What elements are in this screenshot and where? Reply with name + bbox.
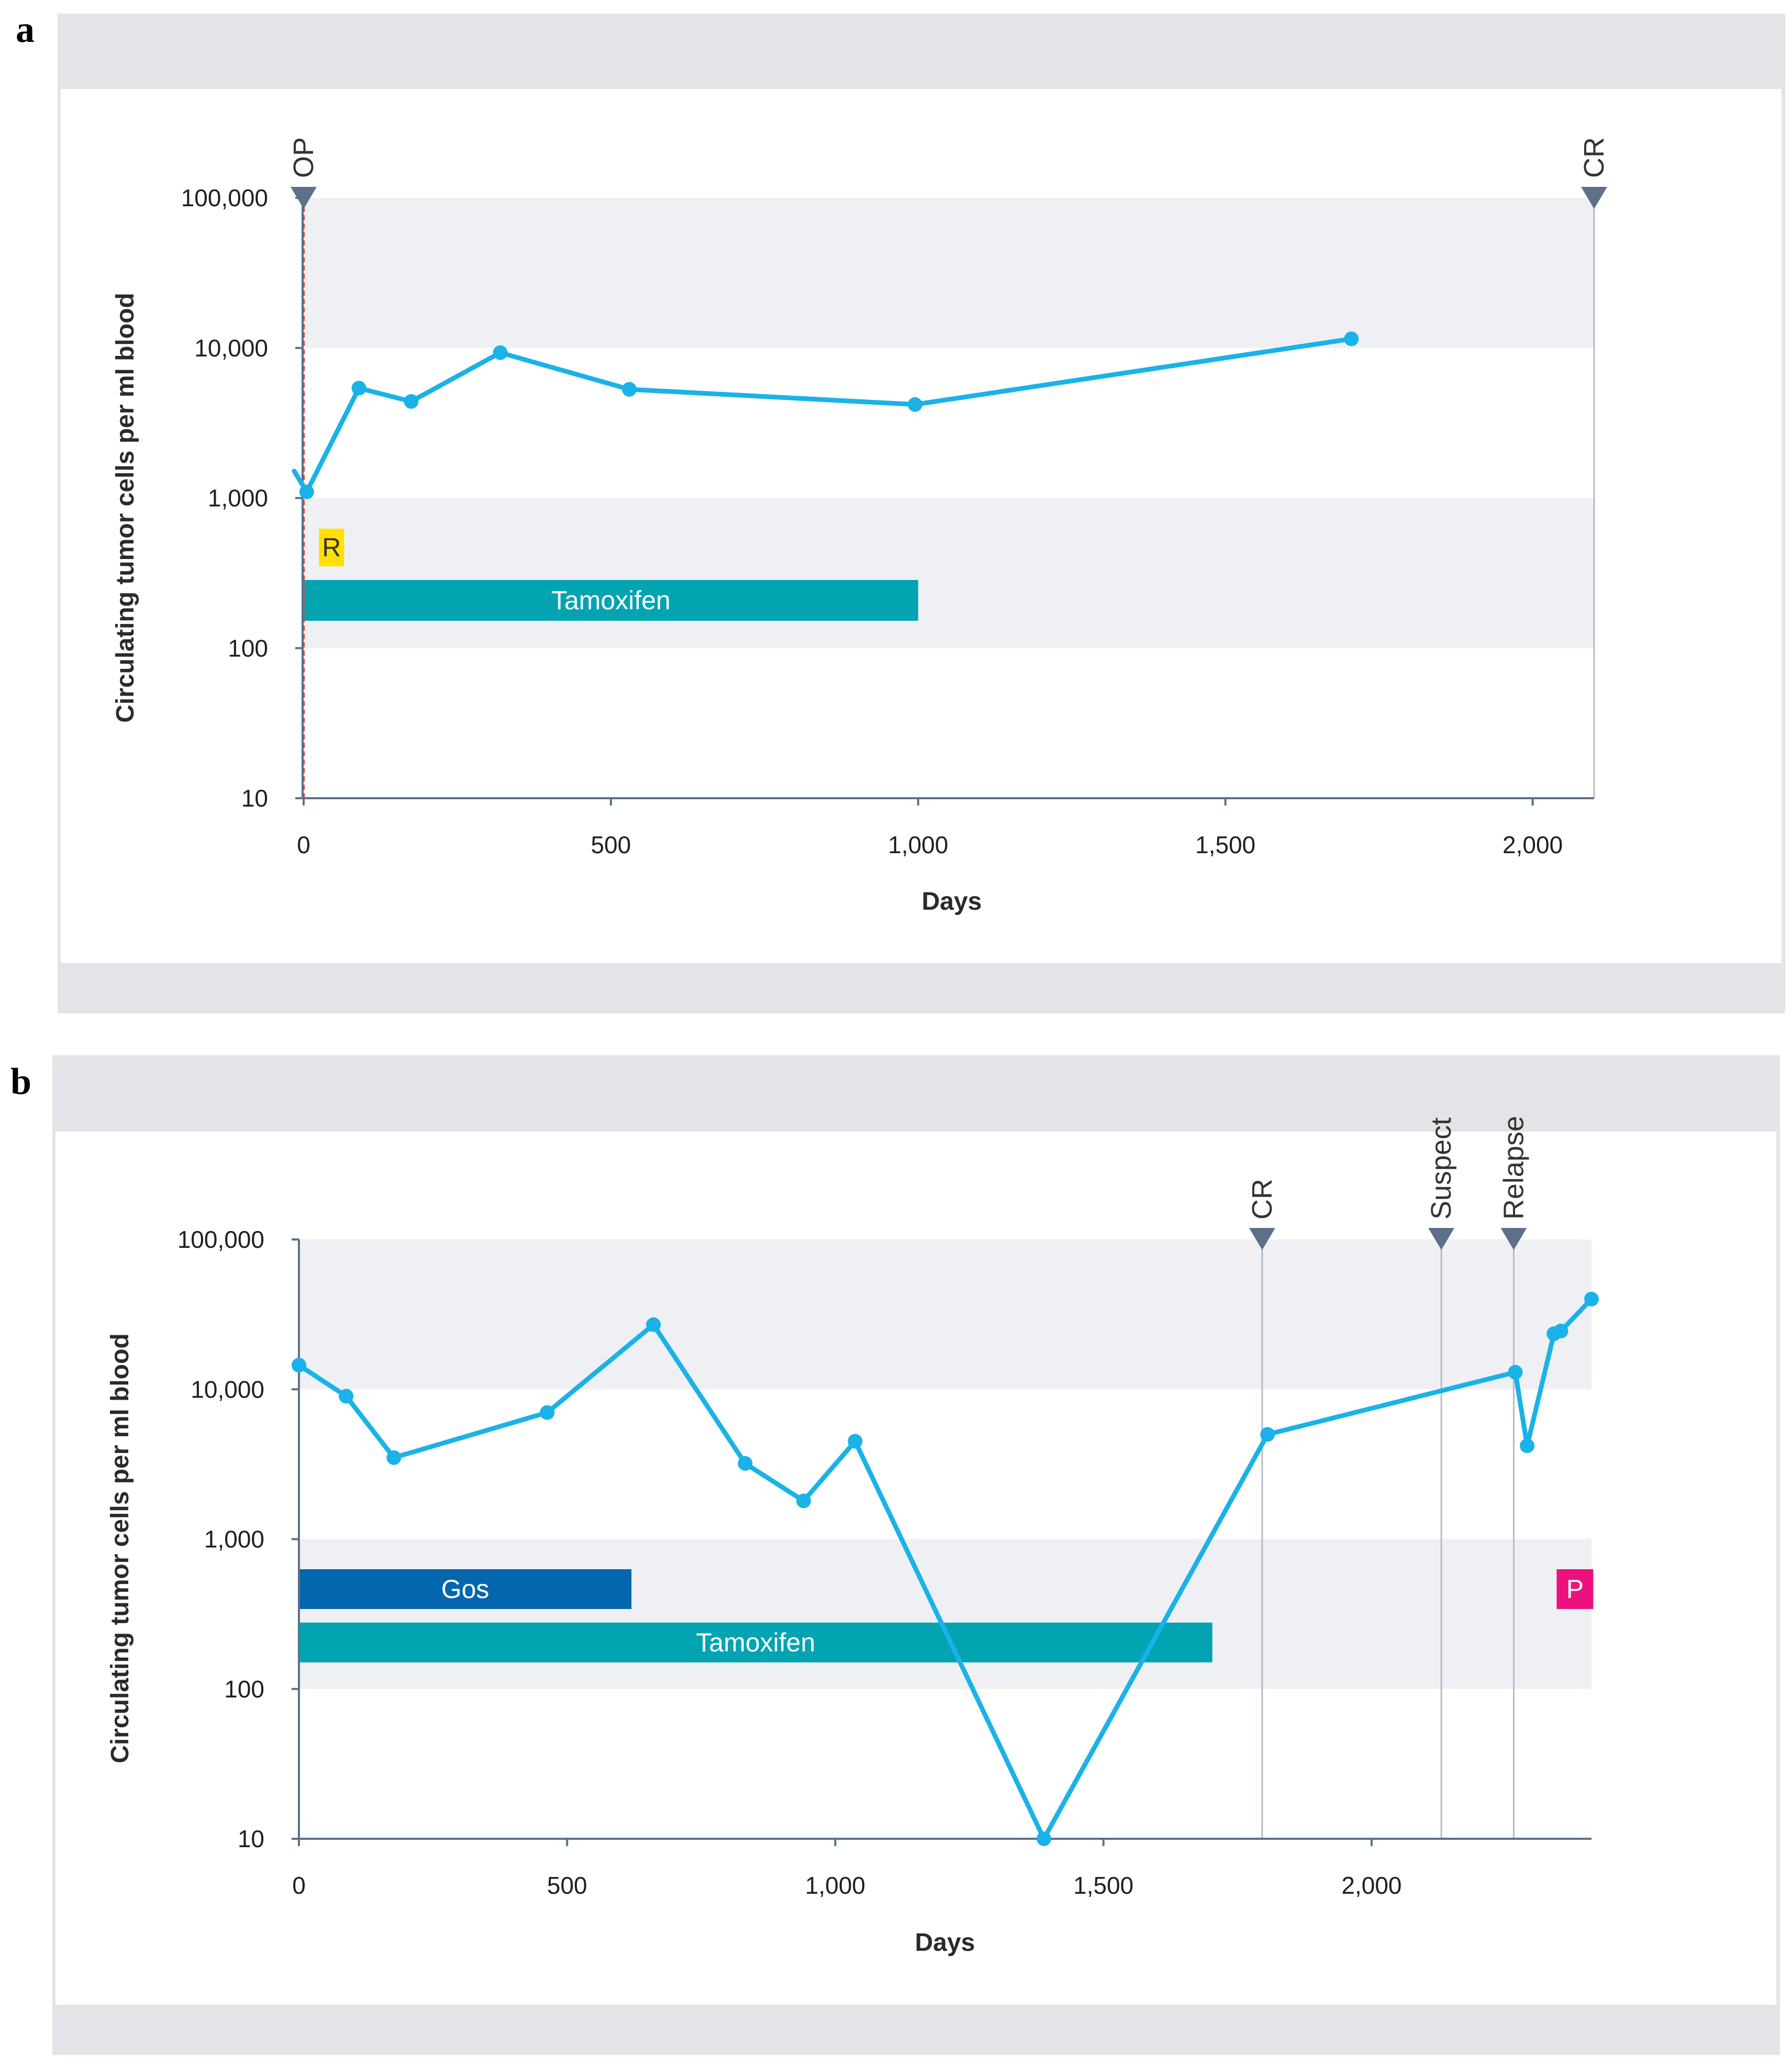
panel-a-x-axis-title: Days <box>922 888 982 915</box>
panel-b-data-point <box>1508 1365 1523 1380</box>
panel-b-tag-box-p <box>1556 1569 1594 1609</box>
panel-a-data-point <box>622 382 637 397</box>
panel-b-y-tick-label: 100 <box>224 1675 264 1703</box>
panel-a-tag-box-r <box>319 529 344 566</box>
panel-b-events: CR Suspect Relapse <box>1246 1116 1529 1839</box>
panel-b-tag-label-p: P <box>1566 1574 1584 1604</box>
panel-b-y-tick-label: 100,000 <box>177 1226 264 1253</box>
panel-b-y-tick-label: 10,000 <box>191 1376 264 1403</box>
panel-b-y-tick-label: 1,000 <box>204 1526 264 1553</box>
panel-b-x-tick-label: 1,000 <box>805 1872 865 1899</box>
panel-b-x-tick-label: 1,500 <box>1073 1872 1133 1899</box>
panel-a-series <box>292 331 1359 499</box>
panel-b: b Gos Tamoxifen CR Suspect Relapse 10 100 1,0… <box>10 1055 1780 2055</box>
panel-b-therapy-label-tamoxifen: Tamoxifen <box>696 1628 815 1657</box>
panel-a-x-tick-label: 1,000 <box>888 831 948 858</box>
panel-b-band <box>299 1539 1591 1689</box>
panel-a-data-point <box>299 484 314 499</box>
panel-a-y-tick-label: 10,000 <box>194 334 268 362</box>
panel-b-therapy-bar-tamoxifen <box>299 1623 1212 1662</box>
panel-a-therapy-label-tamoxifen: Tamoxifen <box>551 586 671 615</box>
panel-b-event-marker-icon <box>1428 1228 1455 1250</box>
panel-b-x-tick-label: 2,000 <box>1341 1872 1401 1899</box>
panel-b-tags: P <box>1556 1569 1594 1609</box>
panel-a-therapies: Tamoxifen <box>304 580 918 621</box>
panel-a-x-tick-label: 1,500 <box>1195 831 1255 858</box>
panel-a: a Tamoxifen OP CR 10 100 1,000 10,000 100,000… <box>16 8 1785 1013</box>
panel-a-data-point <box>493 345 508 360</box>
panel-b-x-tick-label: 0 <box>292 1872 306 1899</box>
panel-a-data-point <box>907 397 922 412</box>
panel-b-therapy-bar-gos <box>299 1569 632 1609</box>
panel-a-event-label-op: OP <box>288 137 319 178</box>
panel-b-x-tick-label: 500 <box>547 1872 587 1899</box>
panel-a-x-tick-label: 2,000 <box>1502 831 1563 858</box>
panel-b-data-point <box>292 1358 306 1373</box>
panel-a-y-axis-title: Circulating tumor cells per ml blood <box>112 293 139 722</box>
panel-a-data-point <box>404 394 419 409</box>
panel-a-y-tick-label: 10 <box>241 785 268 812</box>
panel-a-y-tick-label: 1,000 <box>208 485 268 512</box>
panel-a-tags: R <box>319 529 344 566</box>
panel-a-tag-label-r: R <box>322 533 341 562</box>
panel-a-data-point <box>1344 331 1359 347</box>
panel-a-x-tick-label: 0 <box>297 831 310 858</box>
panel-b-label: b <box>10 1060 31 1102</box>
panel-b-data-point <box>1260 1427 1275 1442</box>
panel-b-data-point <box>1553 1323 1568 1338</box>
panel-a-y-tick-label: 100,000 <box>181 184 268 211</box>
panel-b-event-label-relapse: Relapse <box>1498 1116 1529 1220</box>
panel-b-data-point <box>738 1456 753 1471</box>
panel-b-data-point <box>1584 1291 1599 1306</box>
panel-a-label: a <box>16 8 35 50</box>
panel-b-bands <box>299 1239 1591 1689</box>
panel-a-event-marker-icon <box>1581 187 1607 209</box>
panel-a-axes: 10 100 1,000 10,000 100,000 0 500 1,000 1,500 2,0… <box>181 184 1594 858</box>
panel-a-series-lead-in <box>292 468 306 489</box>
panel-a-band <box>303 498 1594 649</box>
panel-b-data-point <box>796 1493 811 1509</box>
panel-b-event-marker-icon <box>1500 1228 1527 1250</box>
panel-b-data-point <box>848 1434 863 1449</box>
panel-b-data-point <box>646 1317 661 1332</box>
panel-b-event-label-cr: CR <box>1246 1179 1278 1220</box>
panel-a-data-point <box>351 381 366 396</box>
panel-b-data-point <box>1520 1438 1535 1454</box>
panel-b-axes: 10 100 1,000 10,000 100,000 0 500 1,000 1,500 2,0… <box>177 1226 1591 1899</box>
panel-a-event-label-cr: CR <box>1578 137 1610 178</box>
panel-a-x-tick-label: 500 <box>591 831 631 858</box>
panel-b-band <box>299 1239 1591 1390</box>
panel-b-y-tick-label: 10 <box>238 1825 264 1852</box>
panel-b-therapy-label-gos: Gos <box>441 1574 489 1604</box>
panel-b-data-point <box>1037 1831 1052 1846</box>
panel-b-data-point <box>386 1450 402 1465</box>
panel-b-event-marker-icon <box>1249 1228 1275 1250</box>
panel-b-data-point <box>540 1405 555 1420</box>
panel-a-y-tick-label: 100 <box>228 634 268 662</box>
panel-b-y-axis-title: Circulating tumor cells per ml blood <box>106 1333 134 1763</box>
panel-a-band <box>303 198 1594 348</box>
panel-b-data-point <box>339 1389 354 1404</box>
panel-a-therapy-bar-tamoxifen <box>304 580 918 621</box>
panel-b-x-axis-title: Days <box>915 1929 975 1957</box>
panel-b-series <box>292 1291 1599 1846</box>
panel-b-therapies: Gos Tamoxifen <box>299 1569 1212 1662</box>
panel-b-event-label-suspect: Suspect <box>1426 1118 1457 1220</box>
panel-a-bands <box>303 198 1594 649</box>
